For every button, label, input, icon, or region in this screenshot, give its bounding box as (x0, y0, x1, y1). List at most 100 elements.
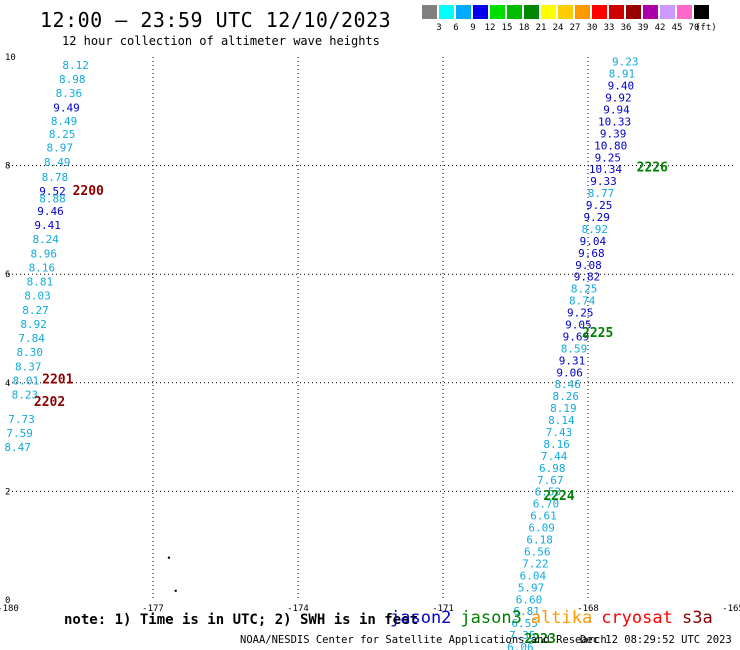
wave-height-value: 8.23 (12, 389, 39, 402)
scale-unit: (ft) (695, 23, 717, 33)
wave-height-value: 8.12 (62, 59, 89, 72)
scale-label: 3 (436, 23, 442, 33)
wave-height-value: 10.80 (594, 139, 627, 152)
wave-height-value: 9.04 (580, 235, 607, 248)
wave-height-value: 6.60 (516, 593, 543, 606)
scale-swatch (592, 5, 607, 19)
wave-height-value: 7.35 (509, 629, 536, 642)
scale-label: 18 (518, 23, 530, 33)
scale-label: 24 (552, 23, 564, 33)
wave-height-value: 10.34 (589, 163, 622, 176)
wave-height-value: 8.97 (46, 141, 73, 154)
wave-height-value: 8.16 (543, 438, 570, 451)
wave-height-value: 8.26 (553, 390, 580, 403)
scale-label: 39 (637, 23, 649, 33)
wave-height-value: 8.49 (51, 115, 78, 128)
wave-height-value: 6.81 (513, 605, 540, 618)
scale-label: 15 (501, 23, 513, 33)
wave-height-value: 8.14 (548, 414, 575, 427)
wave-height-value: 10.33 (598, 115, 631, 128)
scale-swatch (507, 5, 522, 19)
wave-height-value: 8.24 (32, 233, 59, 246)
wave-height-value: 6.55 (511, 617, 538, 630)
wave-height-value: 9.23 (612, 56, 639, 69)
wave-height-value: 8.37 (15, 360, 42, 373)
wave-height-value: 9.41 (34, 219, 61, 232)
wave-height-value: 8.46 (554, 378, 581, 391)
wave-height-value: 8.91 (609, 68, 636, 81)
scale-label: 70 (688, 23, 700, 33)
wave-height-value: 9.25 (567, 307, 594, 320)
y-tick-label: 4 (5, 379, 10, 389)
track-time-label: 2226 (637, 161, 668, 176)
scale-swatch (643, 5, 658, 19)
wave-height-value: 9.25 (595, 151, 622, 164)
wave-height-value: 8.27 (22, 304, 49, 317)
wave-height-value: 8.77 (588, 187, 615, 200)
wave-height-value: 7.59 (6, 427, 33, 440)
x-tick-label: -180 (0, 604, 19, 614)
scale-swatch (524, 5, 539, 19)
map-subtitle: 12 hour collection of altimeter wave hei… (62, 34, 380, 48)
wave-height-value: 8.25 (49, 128, 76, 141)
wave-height-value: 8.98 (59, 73, 86, 86)
track-time-label: 2225 (582, 326, 613, 341)
legend-s3a: s3a (682, 608, 713, 628)
y-tick-label: 0 (5, 596, 10, 606)
wave-height-value: 8.36 (56, 87, 83, 100)
wave-height-value: 7.84 (18, 332, 45, 345)
wave-height-value: 6.09 (528, 522, 555, 535)
wave-height-value: 9.92 (605, 92, 632, 105)
legend-cryosat: cryosat (601, 608, 673, 628)
map-title: 12:00 – 23:59 UTC 12/10/2023 (40, 8, 392, 32)
x-tick-label: -165 (722, 604, 740, 614)
legend-jason2: jason2 (390, 608, 452, 628)
y-tick-label: 8 (5, 162, 10, 172)
scale-swatch (490, 5, 505, 19)
wave-height-value: 8.16 (29, 261, 56, 274)
wave-height-value: 6.53 (535, 486, 562, 499)
wave-height-value: 8.47 (4, 441, 31, 454)
wave-height-value: 9.52 (39, 185, 66, 198)
wave-height-value: 5.97 (518, 581, 545, 594)
wave-height-value: 9.46 (37, 205, 64, 218)
scale-label: 12 (484, 23, 496, 33)
wave-height-value: 9.05 (565, 319, 592, 332)
wave-height-value: 8.96 (31, 247, 58, 260)
scale-swatch (575, 5, 590, 19)
wave-height-value: 9.29 (583, 211, 610, 224)
wave-height-value: 8.19 (550, 402, 577, 415)
wave-height-value: 9.08 (575, 259, 602, 272)
wave-height-value: 9.25 (586, 199, 613, 212)
track-time-label: 2202 (34, 395, 65, 410)
scale-label: 9 (470, 23, 476, 33)
wave-height-value: 7.67 (537, 474, 564, 487)
wave-height-value: 9.31 (559, 354, 586, 367)
scale-swatch (694, 5, 709, 19)
wave-height-value: 8.49 (44, 156, 71, 169)
scale-label: 42 (654, 23, 666, 33)
x-tick-label: -171 (432, 604, 454, 614)
track-time-label: 2200 (73, 184, 104, 199)
legend-altika: altika (530, 608, 593, 628)
wave-height-value: 8.30 (17, 346, 44, 359)
x-tick-label: -168 (577, 604, 599, 614)
wave-height-value: 6.18 (526, 534, 553, 547)
y-tick-label: 10 (5, 53, 16, 63)
scale-label: 30 (586, 23, 598, 33)
credit-text: NOAA/NESDIS Center for Satellite Applica… (240, 634, 607, 646)
wave-height-value: 8.78 (42, 171, 69, 184)
wave-height-value: 8.25 (571, 283, 598, 296)
wave-height-value: 8.03 (24, 290, 51, 303)
wave-height-value: 8.92 (582, 223, 609, 236)
wave-height-value: 6.04 (520, 569, 547, 582)
wave-height-value: 6.56 (524, 545, 551, 558)
y-tick-label: 6 (5, 270, 10, 280)
wave-height-value: 8.88 (39, 193, 66, 206)
wave-height-value: 6.70 (533, 498, 560, 511)
scale-label: 21 (535, 23, 547, 33)
scale-swatch (558, 5, 573, 19)
wave-height-value: 8.59 (561, 342, 588, 355)
scale-swatch (422, 5, 437, 19)
